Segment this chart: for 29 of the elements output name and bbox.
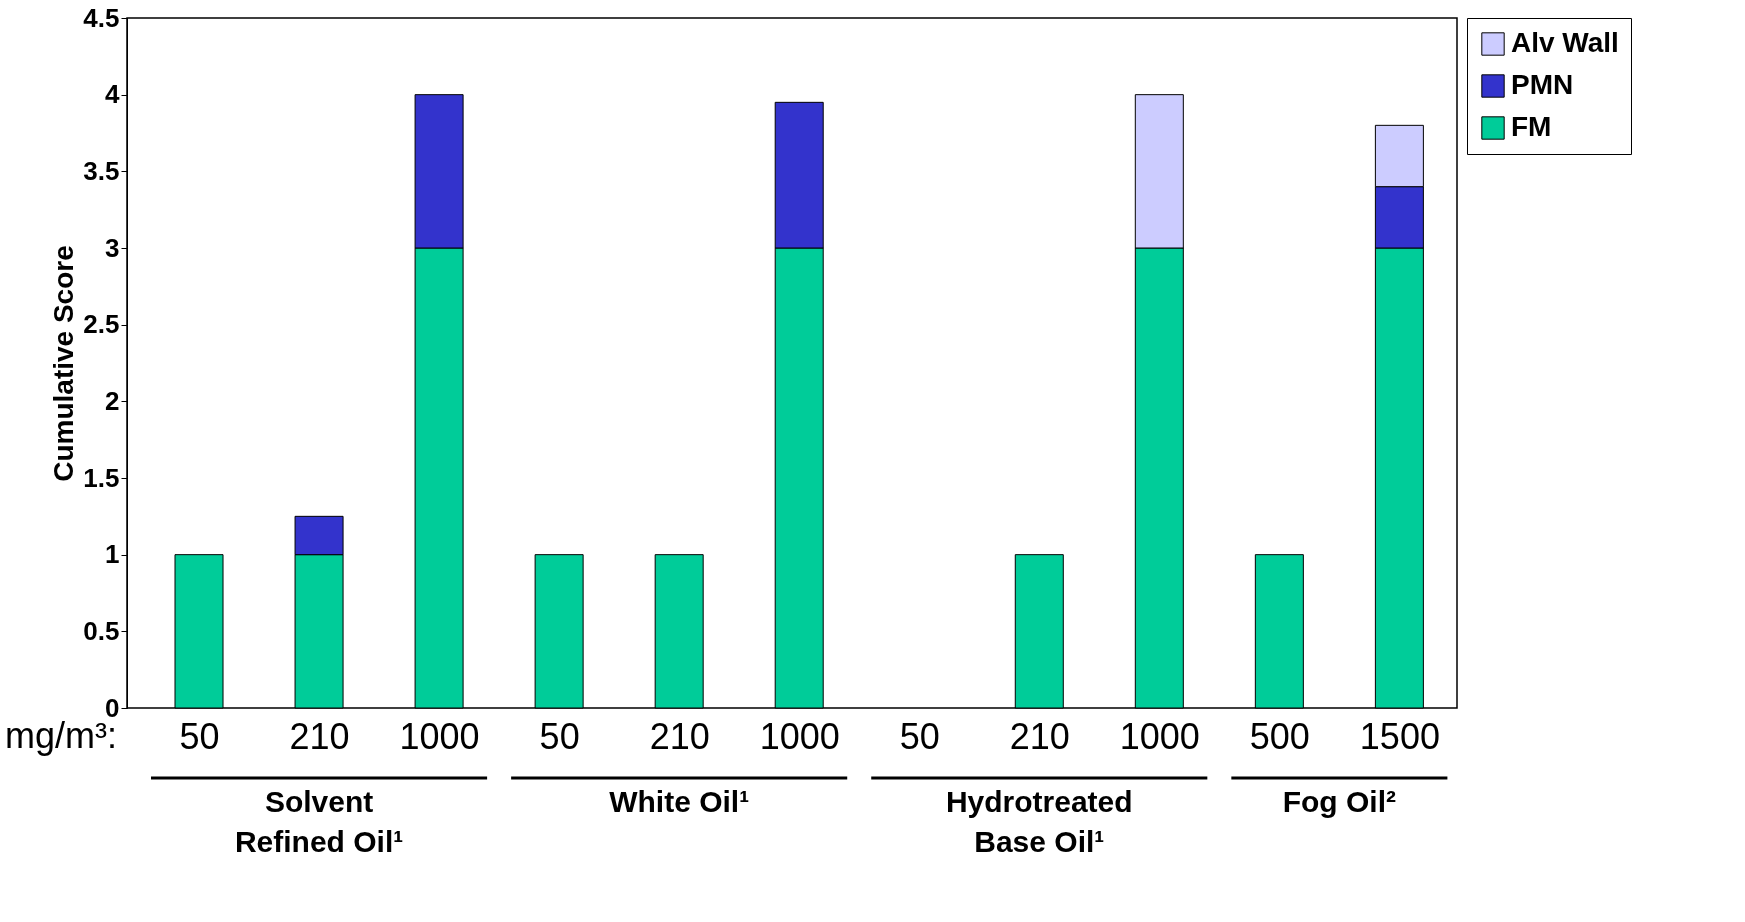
y-tick-label: 0.5 — [83, 615, 120, 646]
x-tick-label: 210 — [289, 715, 350, 757]
y-tick-label: 3.5 — [83, 155, 120, 186]
legend-label: Alv Wall — [1511, 27, 1619, 58]
text: Fog Oil² — [1282, 785, 1397, 818]
y-tick-label: 2 — [105, 385, 120, 416]
x-tick-label: 1000 — [759, 715, 840, 757]
y-tick-label: 0 — [105, 692, 120, 723]
x-tick-label: 50 — [179, 715, 220, 757]
legend-label: PMN — [1511, 69, 1574, 100]
text: White Oil¹ — [609, 785, 750, 818]
x-tick-label: 1000 — [1119, 715, 1200, 757]
text: Hydrotreated Base Oil¹ — [945, 785, 1133, 858]
x-tick-label: 50 — [539, 715, 580, 757]
legend-label: FM — [1511, 111, 1552, 142]
y-tick-label: 2.5 — [83, 309, 120, 340]
y-tick-label: 1.5 — [83, 462, 120, 493]
x-tick-label: 210 — [1009, 715, 1070, 757]
x-tick-label: 210 — [649, 715, 710, 757]
text: Solvent Refined Oil¹ — [234, 785, 404, 858]
y-tick-label: 4.5 — [83, 2, 120, 33]
y-axis-title: Cumulative Score — [48, 245, 80, 482]
y-tick-label: 4 — [105, 79, 121, 110]
x-tick-label: 50 — [899, 715, 940, 757]
y-tick-label: 1 — [105, 539, 120, 570]
y-tick-label: 3 — [105, 232, 120, 263]
x-tick-label: 500 — [1249, 715, 1310, 757]
x-tick-label: 1500 — [1359, 715, 1440, 757]
x-tick-label: 1000 — [399, 715, 480, 757]
